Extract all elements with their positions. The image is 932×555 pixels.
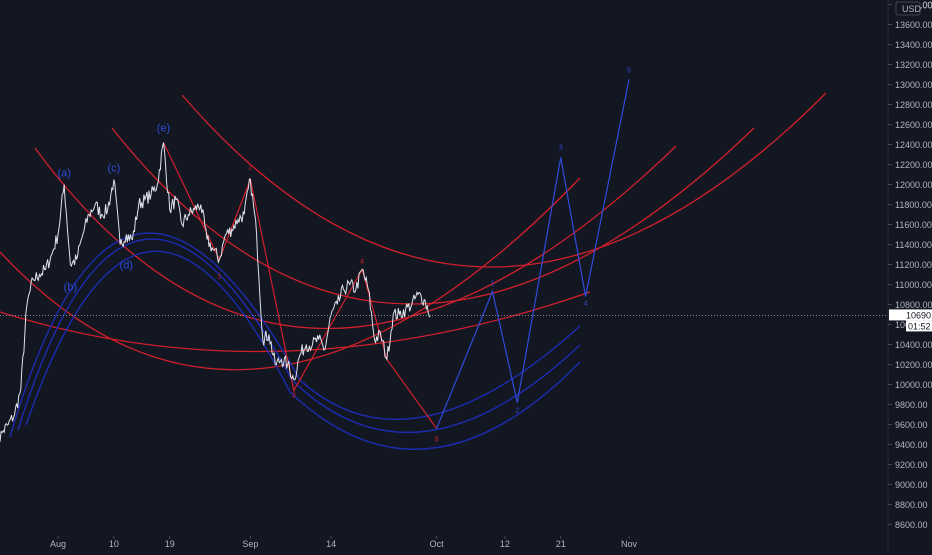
last-price-box — [889, 309, 932, 321]
time-tick-label: 12 — [500, 539, 510, 549]
blue-arc-curve — [9, 232, 581, 438]
last-price-countdown: 01:52 — [908, 321, 931, 331]
wave-label-blue: (a) — [57, 168, 70, 180]
red-arc-curve — [0, 291, 591, 353]
price-tick-label: 11400.00 — [895, 240, 932, 250]
price-tick-label: 9600.00 — [895, 420, 928, 430]
time-tick-label: Aug — [50, 539, 66, 549]
countdown-box — [906, 320, 932, 332]
wave-label-red: 1 — [217, 274, 221, 281]
wave-label-blue: (c) — [107, 163, 120, 175]
projection-label: 3 — [559, 145, 563, 152]
time-tick-label: 19 — [165, 539, 175, 549]
price-tick-label: 8600.00 — [895, 520, 928, 530]
wave-label-red: 4 — [360, 259, 364, 266]
price-tick-label: 12600.00 — [895, 120, 932, 130]
time-axis[interactable]: Aug 10 19 Sep 14 Oct 12 21 Nov — [50, 536, 638, 549]
price-tick-label: 10000.00 — [895, 380, 932, 390]
red-arc-curve — [0, 177, 581, 371]
currency-label: USD — [902, 4, 922, 14]
price-tick-label: 11800.00 — [895, 200, 932, 210]
projection-label: 2 — [515, 408, 519, 415]
time-tick-label: 21 — [556, 539, 566, 549]
wave-label-red: 5 — [435, 437, 439, 444]
last-price-marker: 10690.7901:52 — [0, 309, 932, 332]
time-tick-label: Nov — [621, 539, 638, 549]
price-tick-label: 10200.00 — [895, 360, 932, 370]
wave-label-blue: (d) — [120, 260, 133, 272]
last-price-value: 10690.79 — [906, 310, 932, 320]
price-tick-label: 11000.00 — [895, 280, 932, 290]
price-tick-label: 10400.00 — [895, 340, 932, 350]
price-tick-label: 10800.00 — [895, 300, 932, 310]
red-arc-curve — [181, 92, 827, 268]
wave-label-blue: (b) — [64, 282, 77, 294]
price-tick-label: 13600.00 — [895, 20, 932, 30]
currency-badge — [895, 1, 921, 16]
projection-wave-line — [436, 79, 630, 429]
time-tick-label: Sep — [242, 539, 258, 549]
blue-arc-curve — [25, 250, 581, 450]
price-tick-label: 11200.00 — [895, 260, 932, 270]
price-axis[interactable]: 8600.00 8800.00 9000.00 9200.00 9400.00 9600.… — [887, 0, 932, 550]
projection-label: 1 — [491, 281, 495, 288]
red-arc-curve — [34, 145, 677, 330]
price-tick-label: 12400.00 — [895, 140, 932, 150]
wave-label-red: 2 — [248, 165, 252, 172]
wave-label-blue: (e) — [157, 123, 170, 135]
price-tick-label: 9000.00 — [895, 480, 928, 490]
price-tick-label: 12800.00 — [895, 100, 932, 110]
price-tick-label: 8800.00 — [895, 500, 928, 510]
price-tick-label: 12000.00 — [895, 180, 932, 190]
blue-arc-curve — [17, 238, 581, 434]
price-tick-label: 13000.00 — [895, 80, 932, 90]
price-tick-label: 11600.00 — [895, 220, 932, 230]
projection-label: 5 — [627, 68, 631, 75]
projection-label: 4 — [584, 301, 588, 308]
wave-label-red: 3 — [292, 393, 296, 400]
price-tick-label: 9200.00 — [895, 460, 928, 470]
price-tick-label: 9400.00 — [895, 440, 928, 450]
price-tick-label: 13400.00 — [895, 40, 932, 50]
price-tick-label: 12200.00 — [895, 160, 932, 170]
price-line — [0, 142, 431, 443]
price-tick-label: 13200.00 — [895, 60, 932, 70]
price-series — [0, 142, 431, 443]
time-tick-label: 14 — [326, 539, 336, 549]
time-tick-label: Oct — [430, 539, 445, 549]
wave-labels: (a) (b) (c) (d) (e) 1 2 3 4 5 1 2 3 4 5 — [57, 68, 631, 444]
time-tick-label: 10 — [109, 539, 119, 549]
price-tick-label: 9800.00 — [895, 400, 928, 410]
